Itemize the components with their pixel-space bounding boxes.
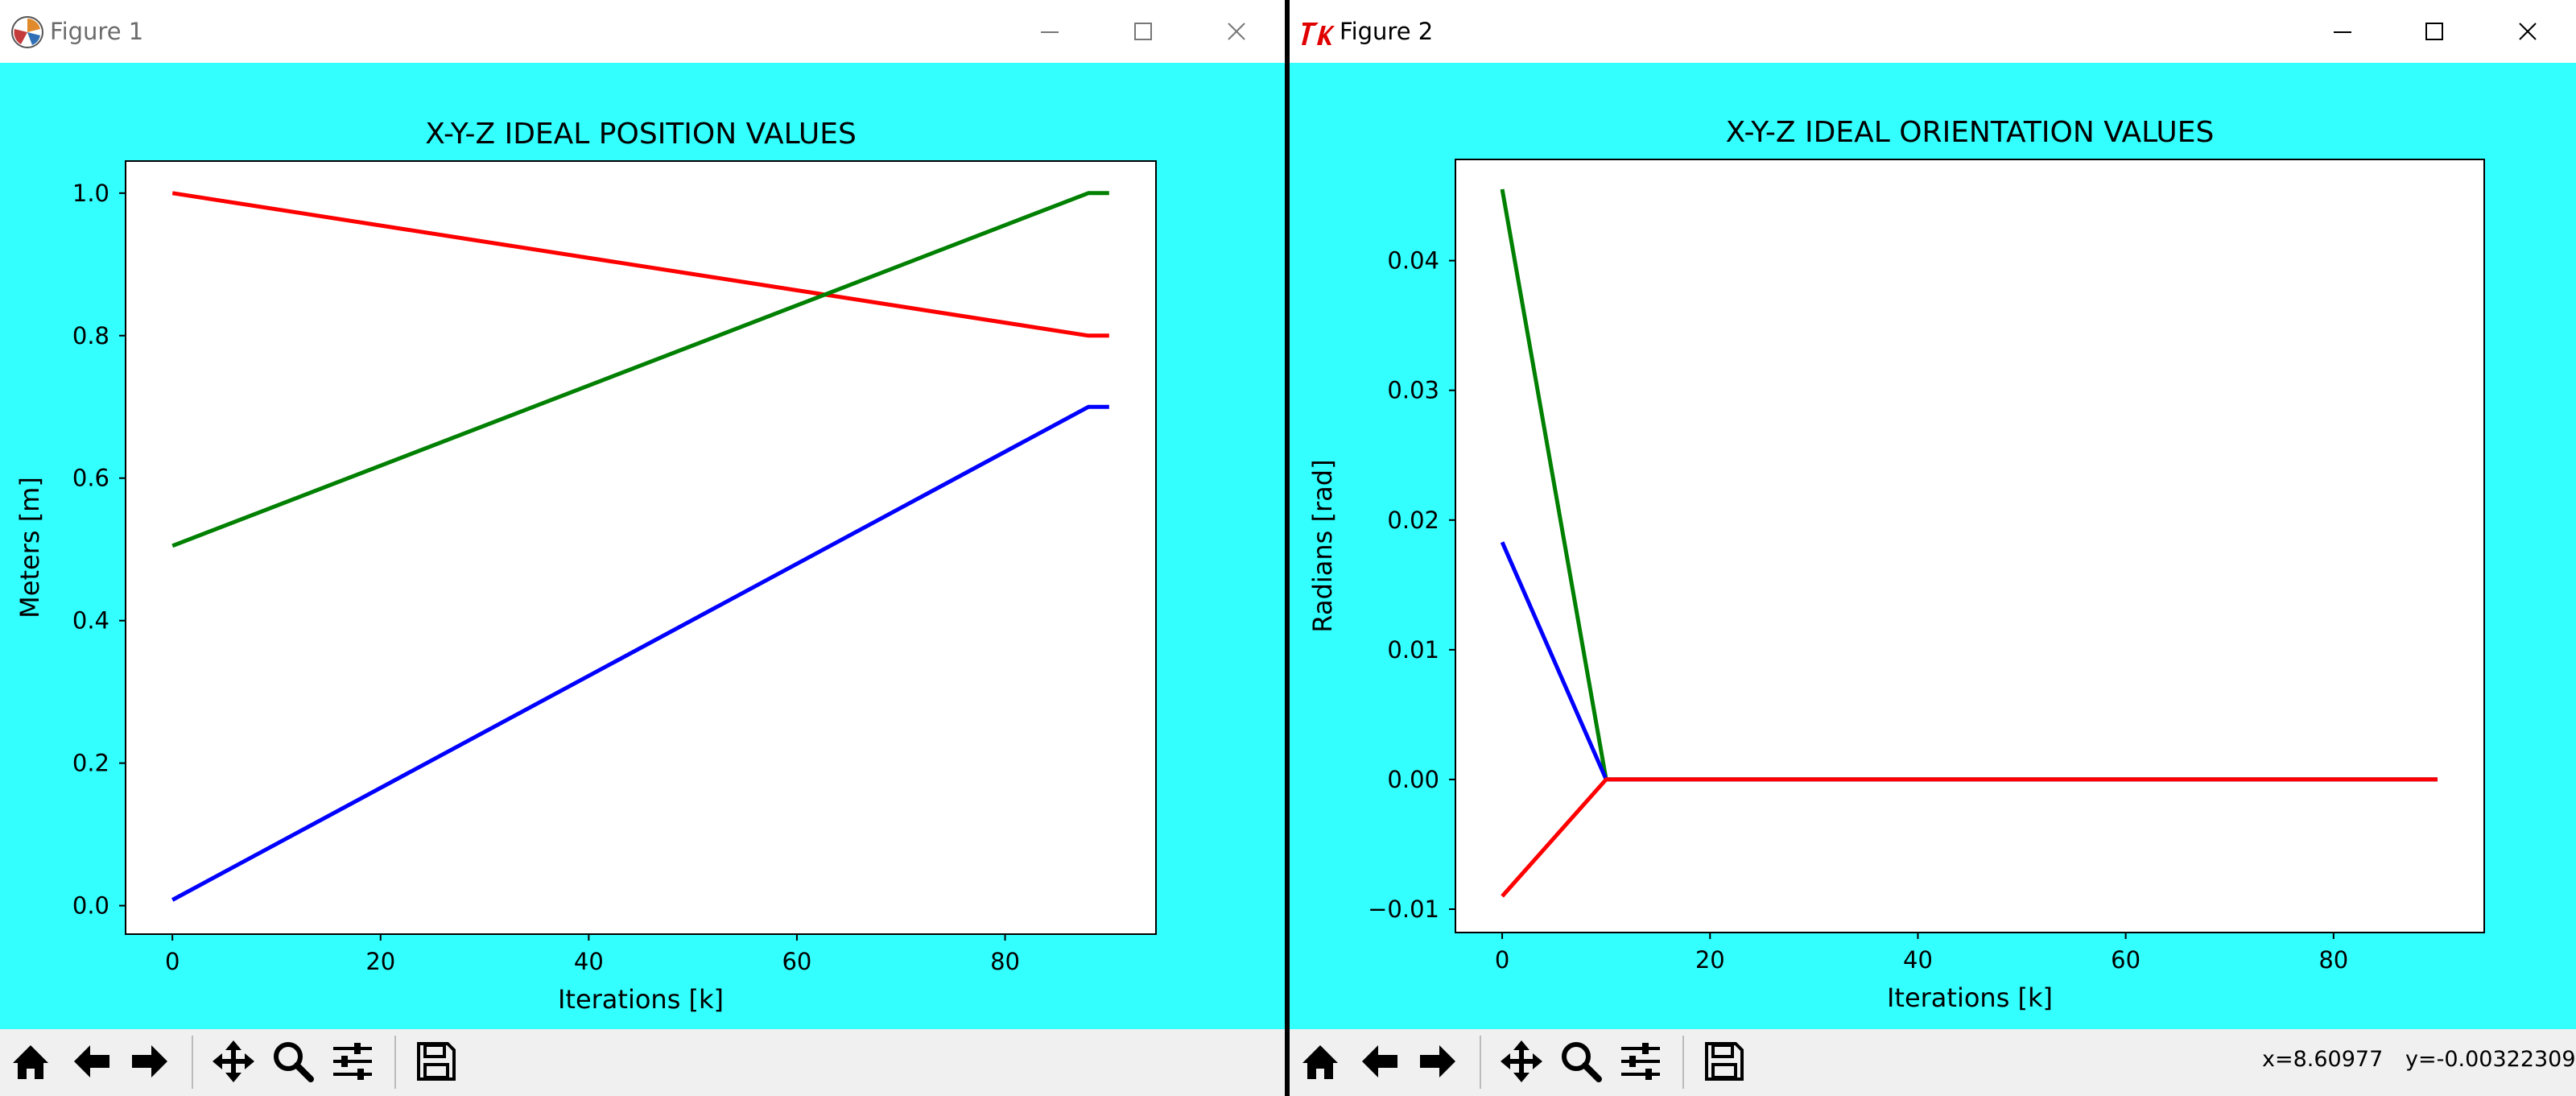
back-button[interactable] — [1352, 1034, 1407, 1089]
y-tick-label: 0.04 — [1387, 247, 1439, 275]
series-line-2 — [171, 404, 1109, 902]
window-divider — [1285, 0, 1290, 1096]
y-tick-label: 0.4 — [72, 607, 109, 635]
close-icon — [2519, 23, 2537, 40]
pan-button[interactable] — [1494, 1034, 1549, 1089]
series-line-0 — [171, 191, 1109, 338]
configure-subplots-button[interactable] — [1613, 1034, 1668, 1089]
x-tick-label: 60 — [2111, 946, 2140, 974]
home-icon — [1302, 1045, 1338, 1079]
maximize-button[interactable] — [1113, 10, 1174, 53]
save-button[interactable] — [1697, 1034, 1752, 1089]
zoom-icon — [274, 1042, 314, 1082]
x-tick-label: 60 — [782, 948, 811, 975]
y-axis-label: Meters [m] — [14, 477, 45, 618]
toolbar-separator — [192, 1036, 193, 1089]
save-icon — [417, 1042, 456, 1081]
x-axis-label: Iterations [k] — [1887, 982, 2053, 1013]
window-title: Figure 2 — [1340, 18, 1434, 45]
x-tick-label: 40 — [1903, 946, 1933, 974]
zoom-icon — [1562, 1042, 1602, 1082]
navigation-toolbar — [0, 1029, 1285, 1096]
forward-button[interactable] — [1410, 1034, 1465, 1089]
back-button[interactable] — [64, 1034, 119, 1089]
close-button[interactable] — [1206, 10, 1267, 53]
figure-canvas[interactable]: 0 20 40 60 80 −0.01 0.00 0.01 0.02 0.03 0.04 X-Y-Z … — [1290, 63, 2576, 1029]
home-button[interactable] — [1293, 1034, 1348, 1089]
back-icon — [1362, 1045, 1397, 1077]
configure-subplots-button[interactable] — [325, 1034, 380, 1089]
minimize-icon — [1041, 31, 1059, 33]
minimize-button[interactable] — [1019, 10, 1080, 53]
x-tick-label: 20 — [1695, 946, 1725, 974]
x-tick-label: 40 — [574, 948, 604, 975]
y-tick-label: 0.8 — [72, 322, 109, 349]
toolbar-separator — [1682, 1036, 1684, 1089]
navigation-toolbar: x=8.60977 y=-0.00322309 — [1290, 1029, 2576, 1096]
y-tick-label: 0.00 — [1387, 766, 1439, 793]
configure-subplots-icon — [1621, 1043, 1660, 1080]
orientation-chart[interactable]: 0 20 40 60 80 −0.01 0.00 0.01 0.02 0.03 0.04 X-Y-Z … — [1290, 63, 2576, 1029]
figure-canvas[interactable]: 0 20 40 60 80 0.0 0.2 0.4 0.6 0.8 1.0 X-Y-Z IDEAL P… — [0, 63, 1285, 1029]
y-tick-label: 1.0 — [72, 180, 109, 207]
y-tick-label: −0.01 — [1368, 895, 1439, 923]
y-tick-label: 0.02 — [1387, 507, 1439, 534]
cursor-x-readout: x=8.60977 — [2262, 1047, 2384, 1072]
series-line-2 — [1501, 777, 2438, 898]
y-tick-label: 0.6 — [72, 465, 109, 492]
matplotlib-icon — [11, 16, 43, 48]
back-icon — [74, 1045, 109, 1077]
x-tick-label: 80 — [990, 948, 1020, 975]
figure-1-window: Figure 1 0 20 40 60 80 0.0 0.2 0.4 0.6 0.8 1.0 X-Y-… — [0, 0, 1285, 1096]
close-icon — [1228, 23, 1245, 40]
home-icon — [13, 1045, 48, 1079]
save-icon — [1705, 1042, 1744, 1081]
chart-title: X-Y-Z IDEAL ORIENTATION VALUES — [1726, 116, 2215, 149]
cursor-y-readout: y=-0.00322309 — [2405, 1047, 2576, 1072]
y-axis-label: Radians [rad] — [1307, 459, 1338, 632]
y-tick-label: 0.2 — [72, 750, 109, 777]
y-tick-label: 0.01 — [1387, 636, 1439, 664]
pan-icon — [213, 1040, 254, 1082]
plot-area — [1455, 159, 2485, 933]
pan-button[interactable] — [206, 1034, 261, 1089]
minimize-icon — [2334, 31, 2351, 33]
position-chart[interactable]: 0 20 40 60 80 0.0 0.2 0.4 0.6 0.8 1.0 X-Y-Z IDEAL P… — [0, 63, 1285, 1029]
x-axis-label: Iterations [k] — [558, 984, 724, 1015]
tk-feather-icon — [1302, 23, 1335, 45]
minimize-button[interactable] — [2312, 10, 2373, 53]
configure-subplots-icon — [333, 1043, 372, 1080]
series-line-1 — [171, 191, 1109, 548]
home-button[interactable] — [3, 1034, 58, 1089]
x-tick-label: 0 — [165, 948, 180, 975]
forward-button[interactable] — [122, 1034, 177, 1089]
forward-icon — [1420, 1045, 1455, 1077]
maximize-button[interactable] — [2404, 10, 2465, 53]
x-tick-label: 80 — [2318, 946, 2348, 974]
figure-1-titlebar[interactable]: Figure 1 — [0, 0, 1285, 63]
plot-area — [125, 160, 1157, 935]
window-title: Figure 1 — [50, 18, 144, 45]
figure-2-titlebar[interactable]: Figure 2 — [1290, 0, 2576, 63]
pan-icon — [1501, 1040, 1542, 1082]
toolbar-separator — [394, 1036, 396, 1089]
figure-2-window: Figure 2 0 20 40 60 80 −0.01 0.00 0.01 0.02 0.03 0… — [1290, 0, 2576, 1096]
zoom-button[interactable] — [266, 1034, 320, 1089]
save-button[interactable] — [409, 1034, 464, 1089]
x-tick-label: 0 — [1495, 946, 1509, 974]
y-tick-label: 0.03 — [1387, 377, 1439, 404]
maximize-icon — [2425, 23, 2443, 40]
y-tick-label: 0.0 — [72, 892, 109, 920]
toolbar-separator — [1480, 1036, 1481, 1089]
zoom-button[interactable] — [1554, 1034, 1608, 1089]
forward-icon — [132, 1045, 167, 1077]
close-button[interactable] — [2497, 10, 2558, 53]
chart-title: X-Y-Z IDEAL POSITION VALUES — [425, 118, 857, 151]
maximize-icon — [1134, 23, 1152, 40]
x-tick-label: 20 — [365, 948, 395, 975]
